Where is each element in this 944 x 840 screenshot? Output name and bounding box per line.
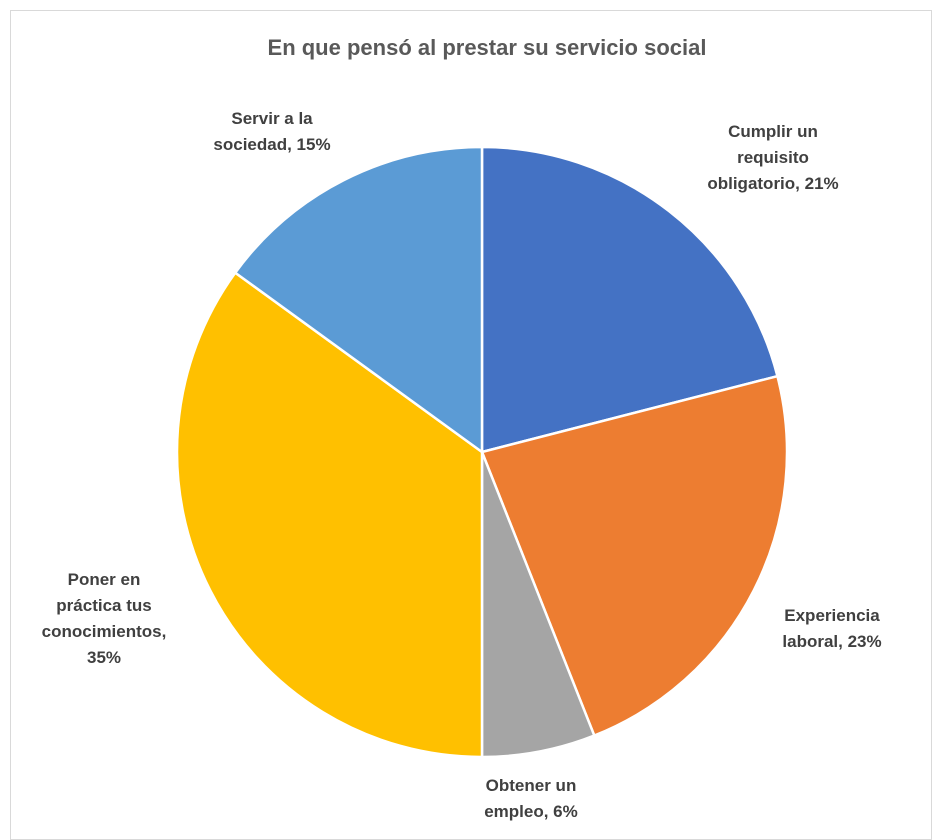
data-label-line: Servir a la — [231, 109, 313, 128]
data-label-line: Poner en — [68, 570, 141, 589]
pie-slice-4 — [175, 270, 484, 759]
data-label-line: obligatorio, 21% — [707, 174, 838, 193]
data-label-4: Poner en práctica tus conocimientos, 35% — [42, 570, 167, 667]
data-label-line: Cumplir un — [728, 122, 818, 141]
data-label-line: laboral, 23% — [782, 632, 881, 651]
data-label-3: Obtener un empleo, 6% — [484, 776, 578, 821]
data-label-2: Experiencia laboral, 23% — [782, 606, 881, 651]
data-label-line: conocimientos, — [42, 622, 167, 641]
data-labels: Cumplir un requisito obligatorio, 21% Exper… — [42, 109, 882, 821]
data-label-line: sociedad, 15% — [213, 135, 330, 154]
pie-slices — [175, 145, 789, 759]
data-label-line: requisito — [737, 148, 809, 167]
pie-slice-2 — [480, 374, 789, 738]
data-label-line: práctica tus — [56, 596, 151, 615]
pie-slice-5 — [233, 145, 484, 455]
data-label-line: empleo, 6% — [484, 802, 578, 821]
pie-slice-1 — [480, 145, 779, 454]
data-label-1: Cumplir un requisito obligatorio, 21% — [707, 122, 838, 193]
data-label-line: 35% — [87, 648, 121, 667]
data-label-line: Obtener un — [486, 776, 577, 795]
data-label-5: Servir a la sociedad, 15% — [213, 109, 330, 154]
chart-title: En que pensó al prestar su servicio soci… — [268, 35, 707, 60]
data-label-line: Experiencia — [784, 606, 880, 625]
